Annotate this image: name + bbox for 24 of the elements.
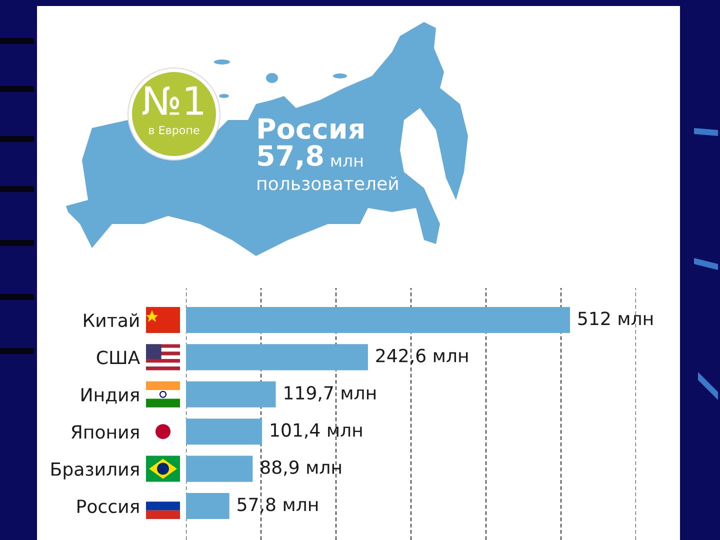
text: №1	[142, 86, 204, 115]
bar	[186, 456, 253, 482]
text: млн	[331, 157, 362, 167]
y-tick-label: Япония	[72, 425, 139, 439]
data-label: 512 млн	[578, 312, 652, 326]
data-label: 57,8 млн	[238, 498, 318, 514]
bar	[186, 418, 262, 445]
data-label: 119,7 млн	[284, 386, 376, 402]
y-tick-label: Бразилия	[52, 462, 139, 480]
y-tick-label: Китай	[84, 313, 139, 328]
bar	[186, 306, 570, 334]
bar	[186, 381, 276, 408]
y-tick-label: Индия	[82, 388, 139, 404]
bar	[186, 492, 230, 520]
text: пользователей	[258, 176, 398, 190]
y-tick-label: Россия	[78, 500, 139, 514]
text: 57,8	[258, 145, 323, 170]
data-label: 101,4 млн	[270, 423, 362, 439]
y-tick-label: США	[96, 350, 140, 364]
text: в Европе	[149, 126, 200, 136]
bar	[186, 344, 368, 370]
data-label: 88,9 млн	[260, 460, 341, 476]
text: Россия	[258, 118, 364, 140]
data-label: 242,6 млн	[376, 348, 468, 364]
